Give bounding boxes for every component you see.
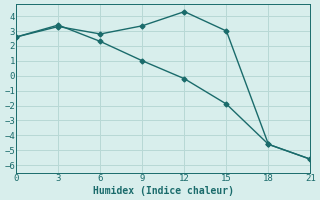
X-axis label: Humidex (Indice chaleur): Humidex (Indice chaleur) <box>93 186 234 196</box>
